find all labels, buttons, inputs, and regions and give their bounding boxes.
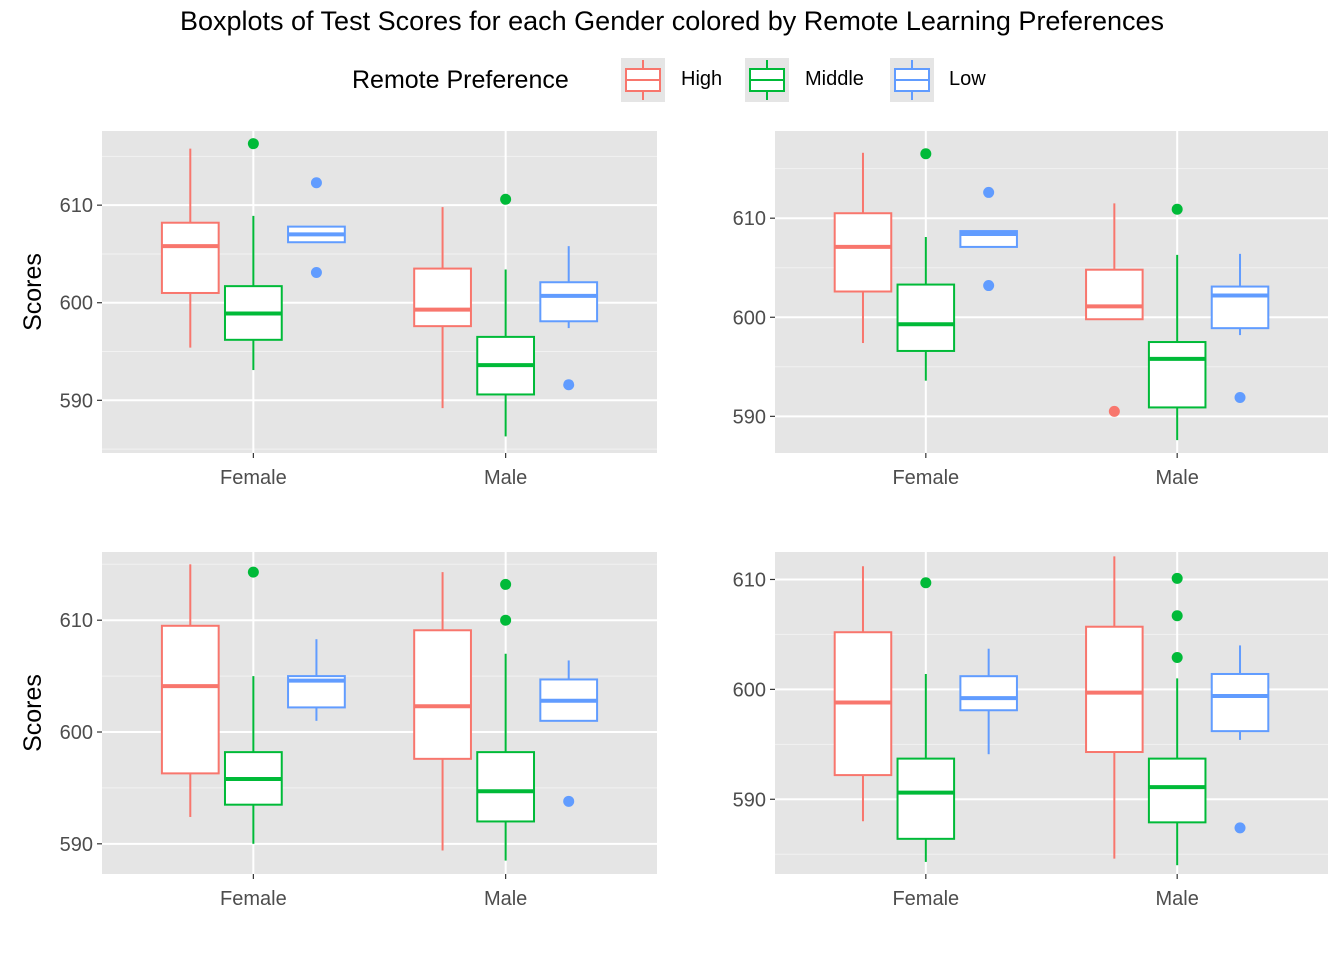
x-tick-label: Female <box>220 888 287 910</box>
x-tick-label: Male <box>484 888 527 910</box>
x-tick-label: Female <box>220 467 287 489</box>
boxplot-male-middle <box>1147 203 1207 441</box>
boxplot-male-middle <box>1147 572 1207 866</box>
iqr-box <box>1147 341 1207 409</box>
outlier-point <box>563 379 575 391</box>
boxplot-female-low <box>287 639 346 721</box>
iqr-box <box>539 281 599 323</box>
outlier-point <box>983 186 995 198</box>
legend-label-high: High <box>681 68 723 90</box>
y-tick-label: 610 <box>60 195 93 217</box>
iqr-box <box>1085 625 1144 754</box>
legend-label-middle: Middle <box>805 68 864 90</box>
outlier-point <box>920 577 932 589</box>
outlier-point <box>247 566 259 578</box>
outlier-point <box>500 193 512 205</box>
outlier-point <box>1234 822 1246 834</box>
x-tick-label: Male <box>1156 467 1199 489</box>
y-tick-label: 600 <box>733 679 766 701</box>
boxplot-female-middle <box>896 148 956 381</box>
outlier-point <box>1108 405 1120 417</box>
outlier-point <box>247 138 259 150</box>
legend-key-middle <box>745 58 789 102</box>
x-tick-label: Male <box>1156 888 1199 910</box>
y-tick-label: 600 <box>60 293 93 315</box>
legend-label-low: Low <box>949 68 986 90</box>
boxplot-female-middle <box>223 566 283 844</box>
boxplot-male-high <box>413 572 472 851</box>
outlier-point <box>1234 392 1246 404</box>
chart-title: Boxplots of Test Scores for each Gender … <box>179 6 1165 36</box>
y-tick-label: 610 <box>733 208 766 230</box>
y-axis-title: Scores <box>19 674 47 752</box>
boxplot-female-high <box>160 148 220 348</box>
iqr-box <box>1085 268 1144 321</box>
iqr-box <box>1210 285 1270 330</box>
outlier-point <box>500 614 512 626</box>
iqr-box <box>476 751 536 823</box>
y-tick-label: 610 <box>733 569 766 591</box>
iqr-box <box>413 267 472 328</box>
iqr-box <box>1210 672 1270 733</box>
iqr-box <box>833 212 893 293</box>
y-tick-label: 590 <box>60 834 93 856</box>
outlier-point <box>1171 572 1183 584</box>
panel-2: 590 600 610 Female Male <box>733 131 1328 489</box>
boxplot-male-high <box>1085 556 1144 859</box>
iqr-box <box>413 629 472 760</box>
legend: Remote Preference High Middle Low <box>0 58 1344 104</box>
panel-3: 590 600 610 Female Male Scores <box>19 552 657 910</box>
boxplot-male-low <box>539 660 599 807</box>
boxplot-male-low <box>1210 253 1270 404</box>
x-tick-label: Female <box>892 467 959 489</box>
y-tick-label: 610 <box>60 610 93 632</box>
boxplot-male-high <box>413 207 472 409</box>
boxplot-female-low <box>959 648 1018 755</box>
boxplot-male-middle <box>476 578 536 861</box>
outlier-point <box>1171 203 1183 215</box>
iqr-box <box>896 283 956 352</box>
x-tick-label: Male <box>484 467 527 489</box>
y-tick-label: 590 <box>60 390 93 412</box>
iqr-box <box>896 757 956 840</box>
legend-key-low <box>890 58 934 102</box>
outlier-point <box>500 578 512 590</box>
outlier-point <box>310 266 322 278</box>
panel-4: 590 600 610 Female Male <box>733 552 1328 910</box>
legend-key-high <box>621 58 665 102</box>
outlier-point <box>920 148 932 160</box>
y-axis-title: Scores <box>19 253 47 331</box>
iqr-box <box>160 624 220 775</box>
y-tick-label: 600 <box>733 307 766 329</box>
boxplot-male-low <box>1210 645 1270 834</box>
y-tick-label: 600 <box>60 722 93 744</box>
outlier-point <box>1171 652 1183 664</box>
boxplot-female-low <box>959 186 1018 292</box>
boxplot-female-high <box>833 152 893 344</box>
outlier-point <box>563 795 575 807</box>
boxplot-male-high <box>1085 203 1144 417</box>
outlier-point <box>1171 610 1183 622</box>
boxplot-female-middle <box>896 577 956 862</box>
y-tick-label: 590 <box>733 406 766 428</box>
iqr-box <box>1147 757 1207 824</box>
boxplot-male-middle <box>476 193 536 437</box>
boxplot-female-high <box>160 564 220 817</box>
outlier-point <box>310 177 322 189</box>
iqr-box <box>959 675 1018 712</box>
boxplot-female-middle <box>223 138 283 371</box>
y-tick-label: 590 <box>733 789 766 811</box>
outlier-point <box>983 280 995 292</box>
x-tick-label: Female <box>892 888 959 910</box>
boxplot-female-low <box>287 177 346 278</box>
panel-1: 590 600 610 Female Male Scores <box>19 131 657 489</box>
boxplot-male-low <box>539 246 599 391</box>
legend-title: Remote Preference <box>352 66 569 94</box>
iqr-box <box>160 221 220 294</box>
boxplot-female-high <box>833 566 893 822</box>
